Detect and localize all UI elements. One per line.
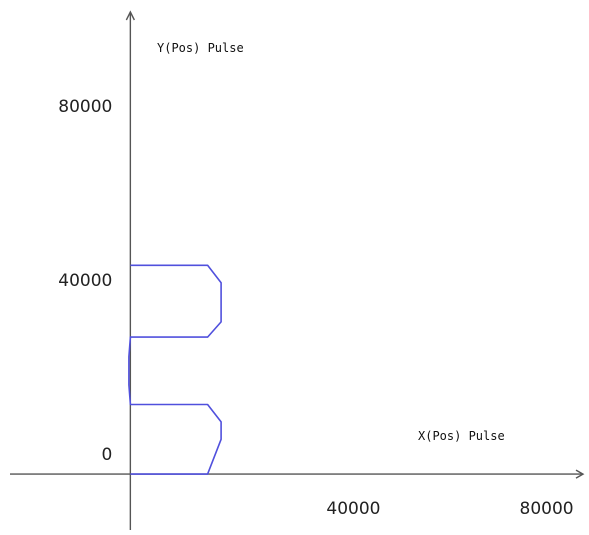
x-tick-label: 80000	[520, 499, 574, 519]
x-tick-label: 40000	[326, 499, 380, 519]
y-tick-labels: 0 40000 80000	[58, 97, 112, 465]
series-group	[128, 264, 222, 475]
x-axis-arrow	[575, 469, 585, 479]
x-tick-labels: 40000 80000	[326, 499, 573, 519]
y-tick-label: 80000	[58, 97, 112, 117]
series-path	[128, 264, 222, 475]
y-axis-arrow	[125, 10, 135, 21]
axes	[10, 10, 585, 530]
y-tick-label: 40000	[58, 271, 112, 291]
x-axis-label: X(Pos) Pulse	[418, 429, 505, 443]
y-tick-label: 0	[102, 445, 113, 465]
y-axis-label: Y(Pos) Pulse	[157, 41, 244, 55]
